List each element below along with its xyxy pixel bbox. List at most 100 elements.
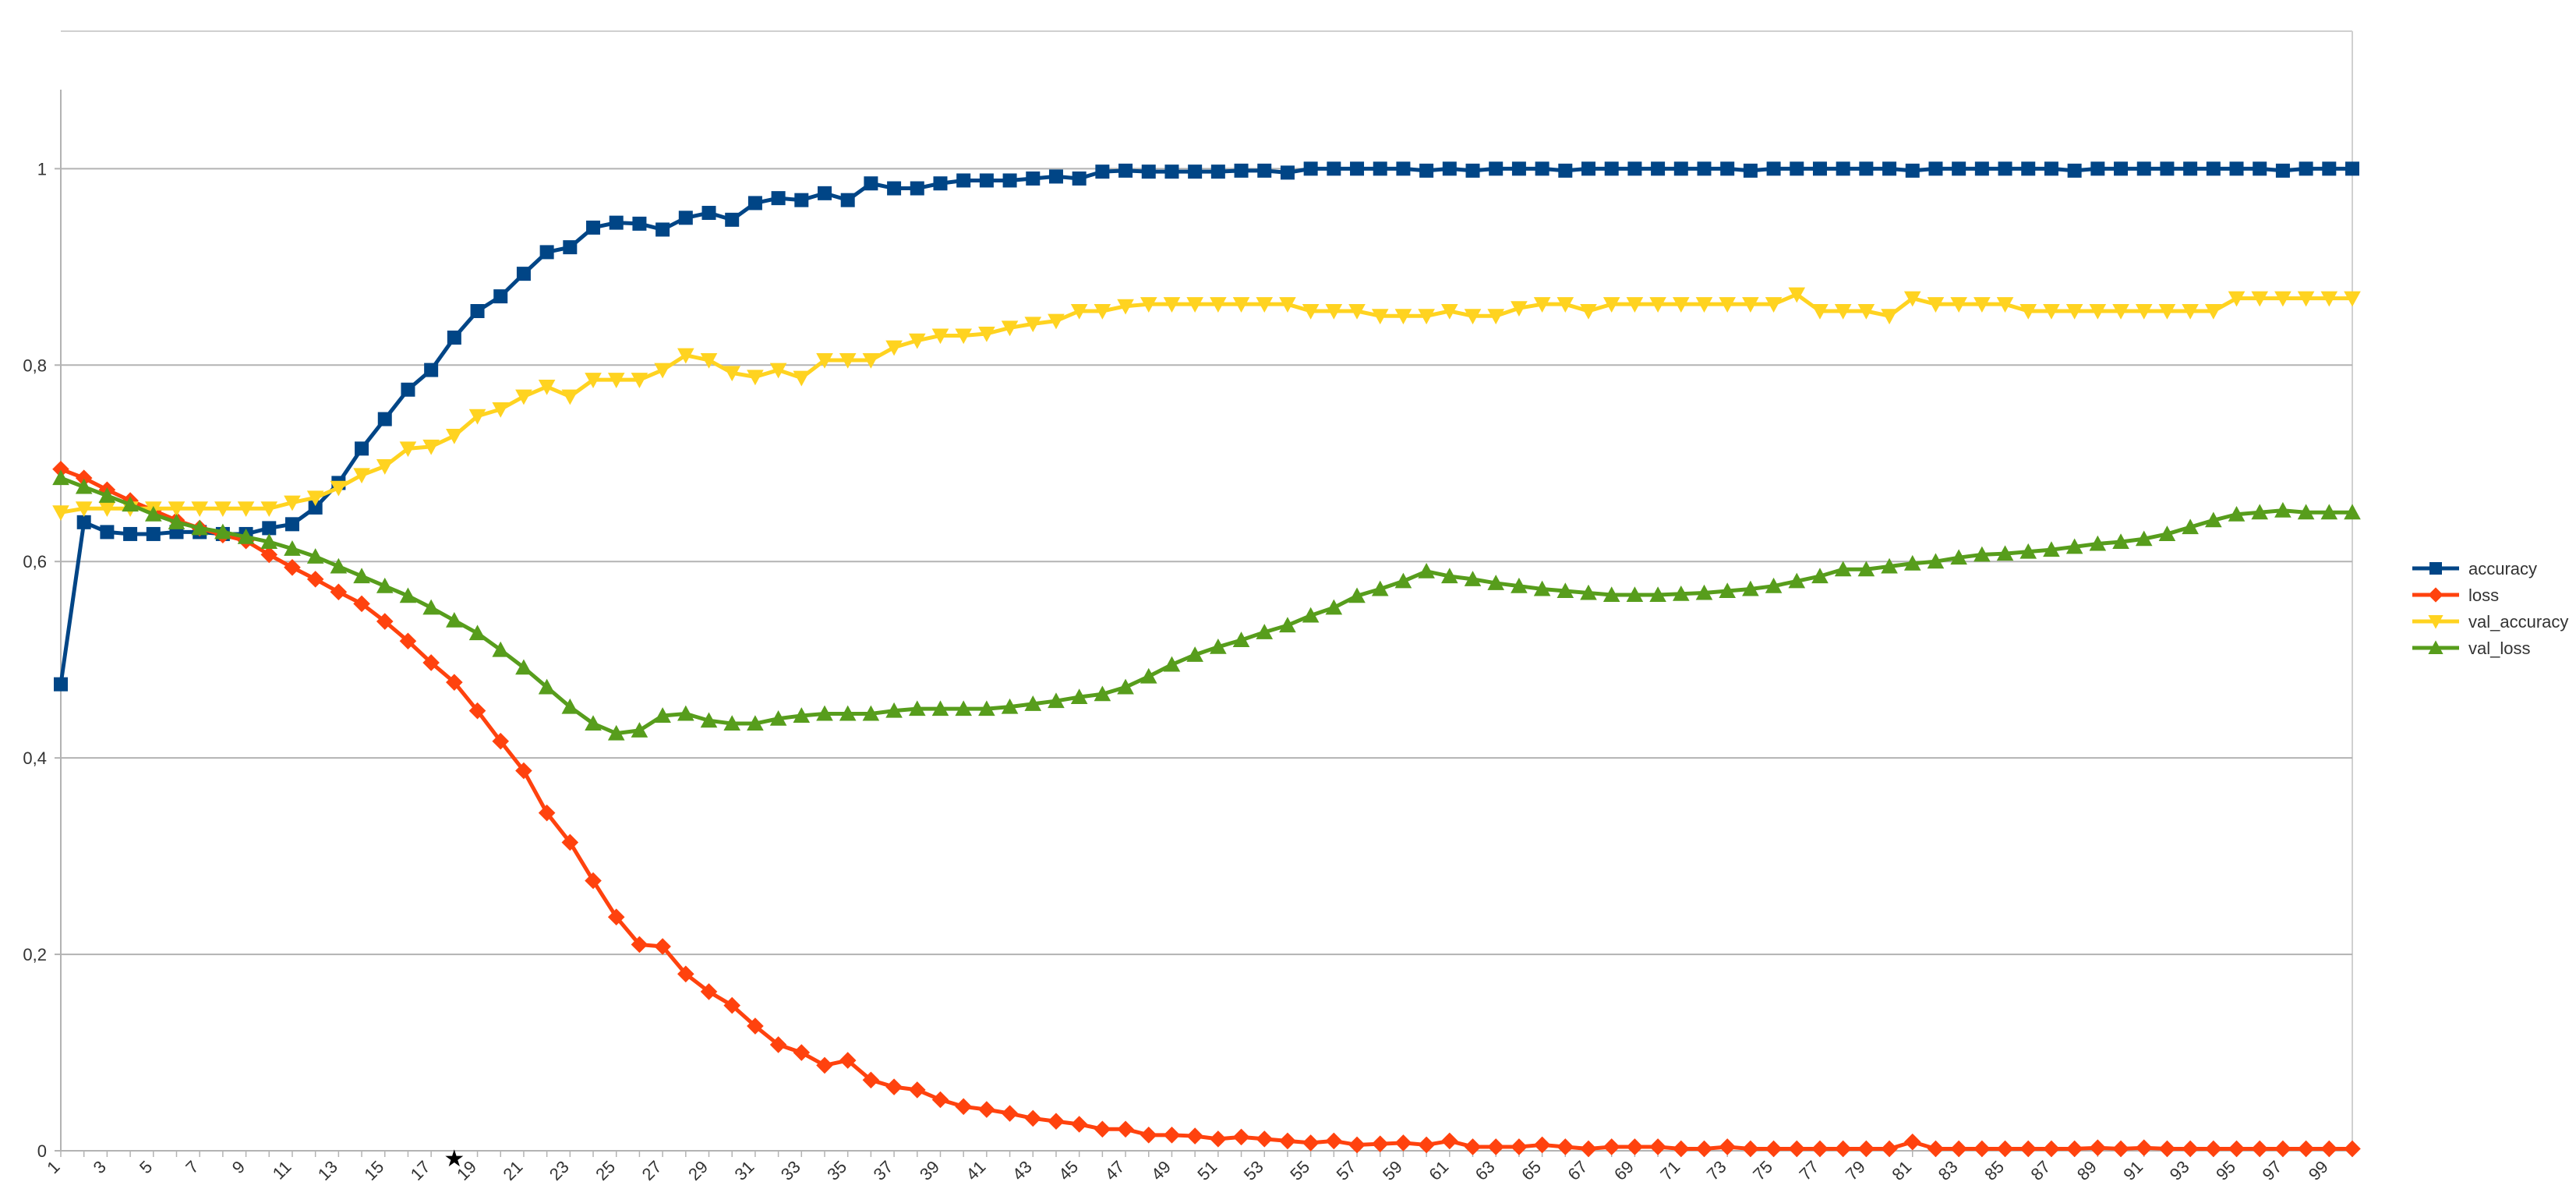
data-point-accuracy xyxy=(1581,161,1595,176)
data-point-loss xyxy=(955,1098,972,1116)
data-point-val-loss xyxy=(955,700,972,716)
legend-item-accuracy: accuracy xyxy=(2412,559,2537,579)
data-point-val-loss xyxy=(1927,553,1945,569)
data-point-val-accuracy xyxy=(1418,309,1435,325)
data-point-loss xyxy=(1256,1130,1274,1148)
data-point-val-accuracy xyxy=(1695,297,1713,313)
data-point-val-accuracy xyxy=(1048,313,1065,330)
data-point-accuracy xyxy=(747,196,762,211)
data-point-val-accuracy xyxy=(1210,297,1227,313)
series-val-accuracy xyxy=(52,287,2361,522)
data-point-val-loss xyxy=(1974,546,1991,562)
data-point-val-accuracy xyxy=(1533,297,1551,313)
data-point-loss xyxy=(376,613,394,630)
data-point-accuracy xyxy=(377,412,392,426)
data-point-val-accuracy xyxy=(1024,317,1042,333)
data-point-val-loss xyxy=(1210,639,1227,654)
data-point-val-accuracy xyxy=(1001,320,1019,337)
data-point-accuracy xyxy=(516,267,531,281)
data-point-loss xyxy=(1186,1127,1203,1145)
data-point-val-accuracy xyxy=(1441,304,1458,320)
data-point-accuracy xyxy=(794,193,809,207)
data-point-loss xyxy=(1974,1140,1991,1158)
data-point-val-loss xyxy=(1557,582,1574,598)
series-line-accuracy xyxy=(58,166,2352,685)
data-point-val-accuracy xyxy=(1672,297,1690,313)
data-point-loss xyxy=(1557,1138,1574,1155)
data-point-val-accuracy xyxy=(2043,304,2060,320)
data-point-accuracy xyxy=(1350,161,1365,176)
data-point-loss xyxy=(75,469,93,487)
data-point-val-loss xyxy=(422,599,440,615)
data-point-loss xyxy=(654,938,671,955)
data-point-val-loss xyxy=(1048,692,1065,709)
data-point-loss xyxy=(1487,1138,1505,1155)
x-tick-label: 89 xyxy=(2073,1157,2101,1184)
data-point-val-accuracy xyxy=(1881,309,1898,325)
data-point-loss xyxy=(2182,1140,2199,1158)
data-point-val-accuracy xyxy=(2089,304,2107,320)
data-point-accuracy xyxy=(355,441,369,456)
series-line-val-accuracy xyxy=(60,292,2352,515)
data-point-val-loss xyxy=(1996,545,2014,561)
data-point-val-loss xyxy=(1371,580,1389,596)
data-point-val-accuracy xyxy=(816,352,833,369)
x-tick-label: 49 xyxy=(1147,1157,1175,1184)
x-tick-label: 37 xyxy=(870,1157,897,1184)
data-point-accuracy xyxy=(76,515,91,529)
data-point-val-loss xyxy=(1024,695,1042,711)
data-point-accuracy xyxy=(539,245,554,260)
data-point-val-accuracy xyxy=(747,370,764,386)
data-point-loss xyxy=(1881,1140,1898,1158)
x-tick-label: 93 xyxy=(2166,1157,2193,1184)
data-point-val-loss xyxy=(2019,543,2037,559)
data-point-accuracy xyxy=(1327,161,1341,176)
data-point-loss xyxy=(1511,1138,1528,1155)
data-point-val-accuracy xyxy=(2112,304,2129,320)
legend-swatch-marker xyxy=(2429,562,2442,575)
x-tick-label: 23 xyxy=(546,1157,573,1184)
data-point-loss xyxy=(2274,1140,2292,1158)
x-tick-label: 59 xyxy=(1379,1157,1406,1184)
x-tick-label: 97 xyxy=(2258,1157,2285,1184)
data-point-val-accuracy xyxy=(654,363,671,379)
x-tick-label: 91 xyxy=(2119,1157,2147,1184)
data-point-accuracy xyxy=(2253,161,2267,176)
data-point-loss xyxy=(631,936,648,954)
data-point-loss xyxy=(422,654,440,671)
data-point-loss xyxy=(2112,1140,2129,1158)
data-point-val-loss xyxy=(353,568,370,584)
x-tick-label: 95 xyxy=(2212,1157,2239,1184)
data-point-loss xyxy=(1232,1128,1250,1146)
data-point-val-accuracy xyxy=(1903,291,1921,307)
data-point-loss xyxy=(1094,1120,1111,1138)
data-point-val-accuracy xyxy=(1394,309,1412,325)
data-point-accuracy xyxy=(1790,161,1804,176)
data-point-val-accuracy xyxy=(885,340,903,356)
data-point-loss xyxy=(330,583,348,601)
data-point-val-loss xyxy=(492,641,510,657)
data-point-val-loss xyxy=(284,540,301,556)
data-point-val-loss xyxy=(1580,584,1597,600)
data-point-val-loss xyxy=(1394,572,1412,589)
data-point-val-loss xyxy=(2297,504,2315,520)
data-point-val-loss xyxy=(1302,607,1320,623)
data-point-accuracy xyxy=(1141,165,1156,179)
data-point-val-loss xyxy=(2228,505,2246,522)
y-tick-label: 0 xyxy=(37,1141,47,1161)
data-point-accuracy xyxy=(1535,161,1549,176)
data-point-loss xyxy=(468,702,486,720)
data-point-val-accuracy xyxy=(1232,297,1250,313)
data-point-val-loss xyxy=(1464,571,1482,586)
data-point-loss xyxy=(607,908,625,926)
series-accuracy xyxy=(54,161,2359,692)
data-point-val-loss xyxy=(1672,585,1690,601)
x-tick-label: 27 xyxy=(638,1157,666,1184)
data-point-loss xyxy=(862,1071,880,1089)
data-point-accuracy xyxy=(1720,161,1735,176)
data-point-loss xyxy=(723,996,741,1014)
data-point-val-accuracy xyxy=(839,352,857,369)
data-point-val-accuracy xyxy=(2019,304,2037,320)
data-point-accuracy xyxy=(1952,161,1966,176)
data-point-val-accuracy xyxy=(260,501,278,517)
